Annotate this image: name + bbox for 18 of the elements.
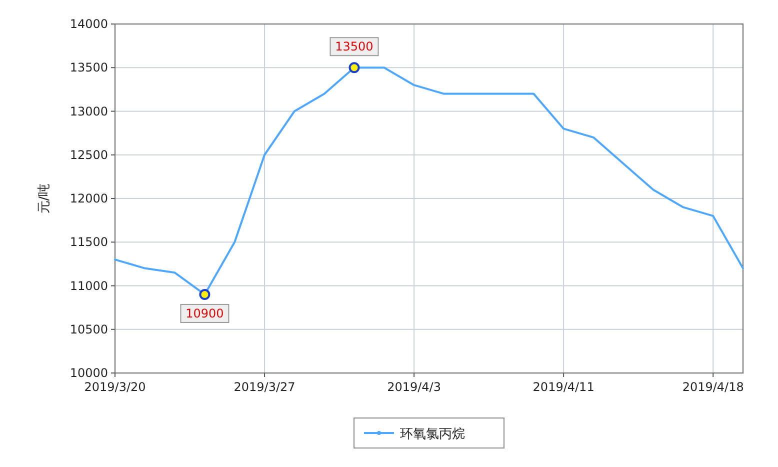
y-tick-label: 13500 xyxy=(70,60,108,75)
y-axis-title: 元/吨 xyxy=(37,183,52,214)
x-tick-label: 2019/3/20 xyxy=(84,380,146,394)
y-tick-label: 14000 xyxy=(70,17,108,31)
y-tick-label: 13000 xyxy=(70,104,108,118)
y-tick-label: 12500 xyxy=(70,148,108,162)
y-tick-label: 10500 xyxy=(70,322,108,336)
data-label: 13500 xyxy=(335,40,374,54)
x-tick-label: 2019/4/18 xyxy=(682,380,744,394)
y-tick-label: 12000 xyxy=(70,192,108,206)
data-label: 10900 xyxy=(186,306,224,320)
y-tick-label: 11000 xyxy=(70,278,108,293)
legend-label: 环氧氯丙烷 xyxy=(400,427,465,442)
x-tick-label: 2019/3/27 xyxy=(234,380,296,394)
y-tick-label: 11500 xyxy=(70,235,108,250)
x-tick-label: 2019/4/3 xyxy=(387,380,441,394)
x-tick-label: 2019/4/11 xyxy=(532,380,594,394)
y-tick-label: 10000 xyxy=(70,366,108,380)
